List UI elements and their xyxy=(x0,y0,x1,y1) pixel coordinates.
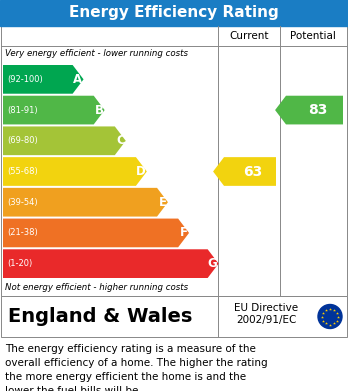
Text: D: D xyxy=(136,165,146,178)
Circle shape xyxy=(318,305,342,328)
Text: (92-100): (92-100) xyxy=(7,75,43,84)
Text: B: B xyxy=(95,104,104,117)
Polygon shape xyxy=(3,65,84,94)
Text: Current: Current xyxy=(229,31,269,41)
Text: Energy Efficiency Rating: Energy Efficiency Rating xyxy=(69,5,279,20)
Polygon shape xyxy=(3,188,168,217)
Polygon shape xyxy=(275,96,343,124)
Text: (55-68): (55-68) xyxy=(7,167,38,176)
Polygon shape xyxy=(3,126,126,155)
Text: Not energy efficient - higher running costs: Not energy efficient - higher running co… xyxy=(5,283,188,292)
Polygon shape xyxy=(3,219,189,247)
Text: F: F xyxy=(180,226,188,239)
Text: (81-91): (81-91) xyxy=(7,106,38,115)
Text: G: G xyxy=(208,257,218,270)
Text: A: A xyxy=(73,73,82,86)
Text: The energy efficiency rating is a measure of the
overall efficiency of a home. T: The energy efficiency rating is a measur… xyxy=(5,344,268,391)
Text: 83: 83 xyxy=(308,103,327,117)
Text: (39-54): (39-54) xyxy=(7,198,38,207)
Text: Very energy efficient - lower running costs: Very energy efficient - lower running co… xyxy=(5,50,188,59)
Bar xyxy=(1,296,347,337)
Text: (69-80): (69-80) xyxy=(7,136,38,145)
Polygon shape xyxy=(3,249,219,278)
Text: England & Wales: England & Wales xyxy=(8,307,192,326)
Text: 63: 63 xyxy=(243,165,263,179)
Text: (1-20): (1-20) xyxy=(7,259,32,268)
Bar xyxy=(1,26,347,296)
Polygon shape xyxy=(213,157,276,186)
Text: C: C xyxy=(116,134,125,147)
Polygon shape xyxy=(3,96,105,124)
Text: (21-38): (21-38) xyxy=(7,228,38,237)
Polygon shape xyxy=(3,157,147,186)
Text: E: E xyxy=(159,196,167,209)
Text: Potential: Potential xyxy=(290,31,336,41)
Text: EU Directive: EU Directive xyxy=(235,303,299,313)
Bar xyxy=(0,0,348,26)
Text: 2002/91/EC: 2002/91/EC xyxy=(236,315,297,325)
